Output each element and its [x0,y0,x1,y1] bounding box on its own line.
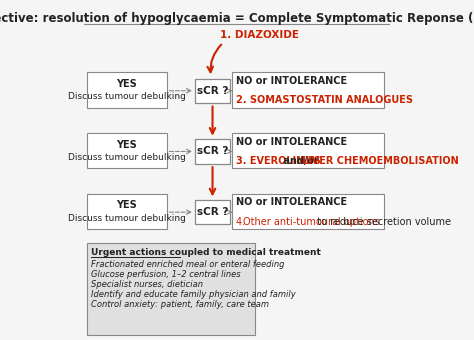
Text: Discuss tumour debulking: Discuss tumour debulking [68,92,186,101]
Text: NO or INTOLERANCE: NO or INTOLERANCE [236,137,347,147]
Text: Glucose perfusion, 1–2 central lines: Glucose perfusion, 1–2 central lines [91,270,240,279]
Text: Specialist nurses, dietician: Specialist nurses, dietician [91,280,203,289]
FancyBboxPatch shape [87,133,167,168]
Text: Other anti-tumoural options: Other anti-tumoural options [243,217,380,226]
Text: sCR ?: sCR ? [197,86,228,96]
FancyBboxPatch shape [87,193,167,229]
FancyBboxPatch shape [195,139,230,164]
FancyBboxPatch shape [232,133,384,168]
Text: sCR ?: sCR ? [197,147,228,156]
Text: Identify and educate family physician and family: Identify and educate family physician an… [91,290,295,299]
Text: to reduce secretion volume: to reduce secretion volume [311,217,451,226]
FancyBboxPatch shape [232,193,384,229]
Text: Urgent actions coupled to medical treatment: Urgent actions coupled to medical treatm… [91,248,320,257]
Text: NO or INTOLERANCE: NO or INTOLERANCE [236,198,347,207]
FancyBboxPatch shape [195,79,230,103]
Text: Fractionated enriched meal or enteral feeding: Fractionated enriched meal or enteral fe… [91,260,284,269]
Text: YES: YES [117,79,137,89]
Text: Control anxiety: patient, family, care team: Control anxiety: patient, family, care t… [91,300,269,309]
FancyBboxPatch shape [87,72,167,108]
Text: Discuss tumour debulking: Discuss tumour debulking [68,214,186,223]
Text: Discuss tumour debulking: Discuss tumour debulking [68,153,186,162]
Text: 3. EVEROLIMUS: 3. EVEROLIMUS [236,156,321,166]
Text: LIVER CHEMOEMBOLISATION: LIVER CHEMOEMBOLISATION [302,156,459,166]
Text: Objective: resolution of hypoglycaemia = Complete Symptomatic Reponse (sCR): Objective: resolution of hypoglycaemia =… [0,12,474,25]
Text: 2. SOMASTOSTATIN ANALOGUES: 2. SOMASTOSTATIN ANALOGUES [236,95,413,105]
Text: 4.: 4. [236,217,248,226]
Text: NO or INTOLERANCE: NO or INTOLERANCE [236,76,347,86]
FancyBboxPatch shape [232,72,384,108]
Text: YES: YES [117,139,137,150]
FancyBboxPatch shape [87,242,255,335]
Text: and/or: and/or [281,156,323,166]
FancyBboxPatch shape [195,200,230,224]
Text: YES: YES [117,200,137,210]
Text: sCR ?: sCR ? [197,207,228,217]
Text: 1. DIAZOXIDE: 1. DIAZOXIDE [220,30,299,40]
